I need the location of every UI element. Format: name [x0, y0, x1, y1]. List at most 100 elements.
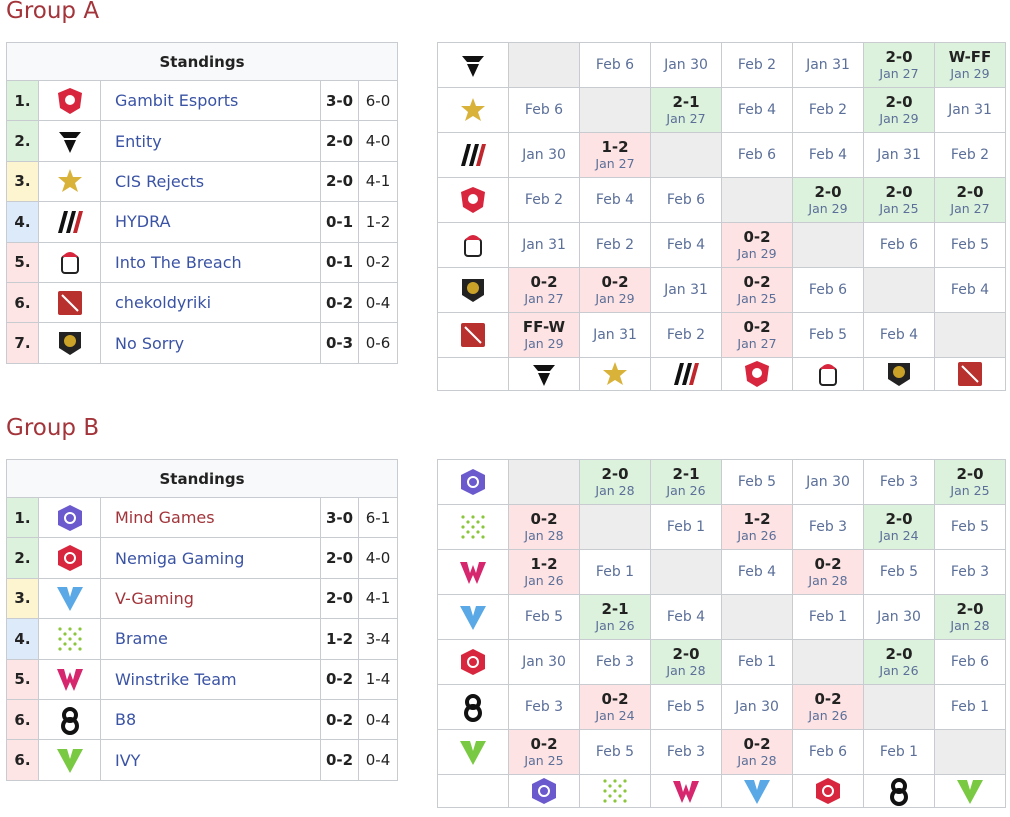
team-name[interactable]: Entity: [100, 120, 321, 162]
match-date: Feb 2: [808, 102, 848, 118]
match-cell: Feb 3: [792, 504, 864, 550]
match-date: Jan 31: [522, 237, 566, 253]
match-date: Jan 29: [595, 291, 635, 306]
match-cell: Feb 4: [721, 549, 793, 595]
match-date: Jan 31: [948, 102, 992, 118]
team-name[interactable]: chekoldyriki: [100, 282, 321, 324]
row-logo: [437, 549, 509, 595]
match-score: 2-1: [672, 93, 700, 111]
match-date: Feb 5: [808, 327, 848, 343]
match-date: Jan 31: [806, 57, 850, 73]
match-score: 1-2: [530, 555, 558, 573]
team-logo: [56, 587, 83, 612]
match-cell: 2-0 Jan 25: [934, 459, 1006, 505]
match-date: Jan 31: [877, 147, 921, 163]
team-logo: [744, 780, 770, 804]
match-cell: Feb 5: [721, 459, 793, 505]
team-name[interactable]: CIS Rejects: [100, 160, 321, 203]
match-date: Feb 5: [737, 474, 777, 490]
team-name[interactable]: Winstrike Team: [100, 658, 321, 700]
row-logo: [437, 132, 509, 178]
match-date: Feb 5: [879, 564, 919, 580]
game-score: 4-1: [358, 160, 398, 203]
col-logo: [721, 357, 793, 391]
match-cell: Feb 6: [863, 222, 935, 268]
match-cell: Jan 30: [721, 684, 793, 730]
match-date: Jan 28: [595, 483, 635, 498]
match-date: Feb 2: [737, 57, 777, 73]
col-logo: [508, 357, 580, 391]
match-date: Jan 30: [735, 699, 779, 715]
team-name[interactable]: No Sorry: [100, 322, 321, 364]
group-title: Group A: [6, 0, 100, 24]
match-cell: [934, 729, 1006, 775]
match-cell: 0-2 Jan 27: [508, 267, 580, 313]
game-score: 0-4: [358, 739, 398, 781]
team-name[interactable]: IVY: [100, 739, 321, 781]
match-cell: [650, 132, 722, 178]
match-date: Jan 29: [737, 246, 777, 261]
match-score: 2-0: [956, 465, 984, 483]
match-date: Feb 4: [666, 609, 706, 625]
row-logo: [437, 639, 509, 685]
team-name[interactable]: Nemiga Gaming: [100, 537, 321, 579]
team-logo: [745, 361, 769, 387]
match-cell: Jan 31: [579, 312, 651, 358]
match-cell: Jan 30: [792, 459, 864, 505]
game-score: 1-2: [358, 201, 398, 243]
match-date: Jan 27: [737, 336, 777, 351]
match-cell: Feb 4: [721, 87, 793, 133]
match-date: Feb 4: [950, 282, 990, 298]
match-date: Jan 29: [879, 111, 919, 126]
match-score: 2-0: [885, 183, 913, 201]
game-score: 4-0: [358, 537, 398, 579]
logo-cell: [38, 739, 101, 781]
team-name[interactable]: V-Gaming: [100, 577, 321, 620]
match-score: 1-2: [743, 510, 771, 528]
row-logo: [437, 684, 509, 730]
team-logo: [460, 606, 486, 630]
team-logo: [603, 779, 627, 803]
match-cell: [721, 177, 793, 223]
match-date: Jan 27: [666, 111, 706, 126]
team-logo: [460, 562, 486, 584]
rank: 6.: [6, 699, 39, 741]
match-cell: Feb 1: [721, 639, 793, 685]
match-score: 0-2: [743, 228, 771, 246]
match-cell: Feb 5: [934, 504, 1006, 550]
team-logo: [60, 252, 79, 275]
team-name[interactable]: Into The Breach: [100, 241, 321, 283]
match-cell: Feb 6: [721, 132, 793, 178]
match-cell: Feb 2: [579, 222, 651, 268]
team-name[interactable]: B8: [100, 699, 321, 741]
team-name[interactable]: HYDRA: [100, 201, 321, 243]
match-cell: 2-0 Jan 28: [579, 459, 651, 505]
match-cell: Jan 30: [508, 639, 580, 685]
series-score: 0-2: [320, 658, 359, 700]
match-date: Feb 6: [666, 192, 706, 208]
corner-cell: [437, 774, 509, 808]
game-score: 0-6: [358, 322, 398, 364]
match-cell: 0-2 Jan 29: [721, 222, 793, 268]
match-cell: Feb 4: [934, 267, 1006, 313]
series-score: 0-2: [320, 282, 359, 324]
match-date: Feb 6: [595, 57, 635, 73]
match-score: 2-1: [672, 465, 700, 483]
col-logo: [934, 774, 1006, 808]
match-cell: [863, 267, 935, 313]
match-cell: 0-2 Jan 29: [579, 267, 651, 313]
game-score: 0-2: [358, 241, 398, 283]
col-logo: [934, 357, 1006, 391]
team-logo: [57, 169, 82, 193]
match-cell: 2-1 Jan 26: [579, 594, 651, 640]
team-name[interactable]: Mind Games: [100, 497, 321, 539]
logo-cell: [38, 618, 101, 660]
match-date: Feb 1: [737, 654, 777, 670]
logo-cell: [38, 577, 101, 620]
team-name[interactable]: Gambit Esports: [100, 80, 321, 122]
match-cell: Feb 5: [792, 312, 864, 358]
team-name[interactable]: Brame: [100, 618, 321, 660]
match-date: Jan 25: [950, 483, 990, 498]
match-cell: 2-0 Jan 25: [863, 177, 935, 223]
match-cell: Feb 2: [934, 132, 1006, 178]
